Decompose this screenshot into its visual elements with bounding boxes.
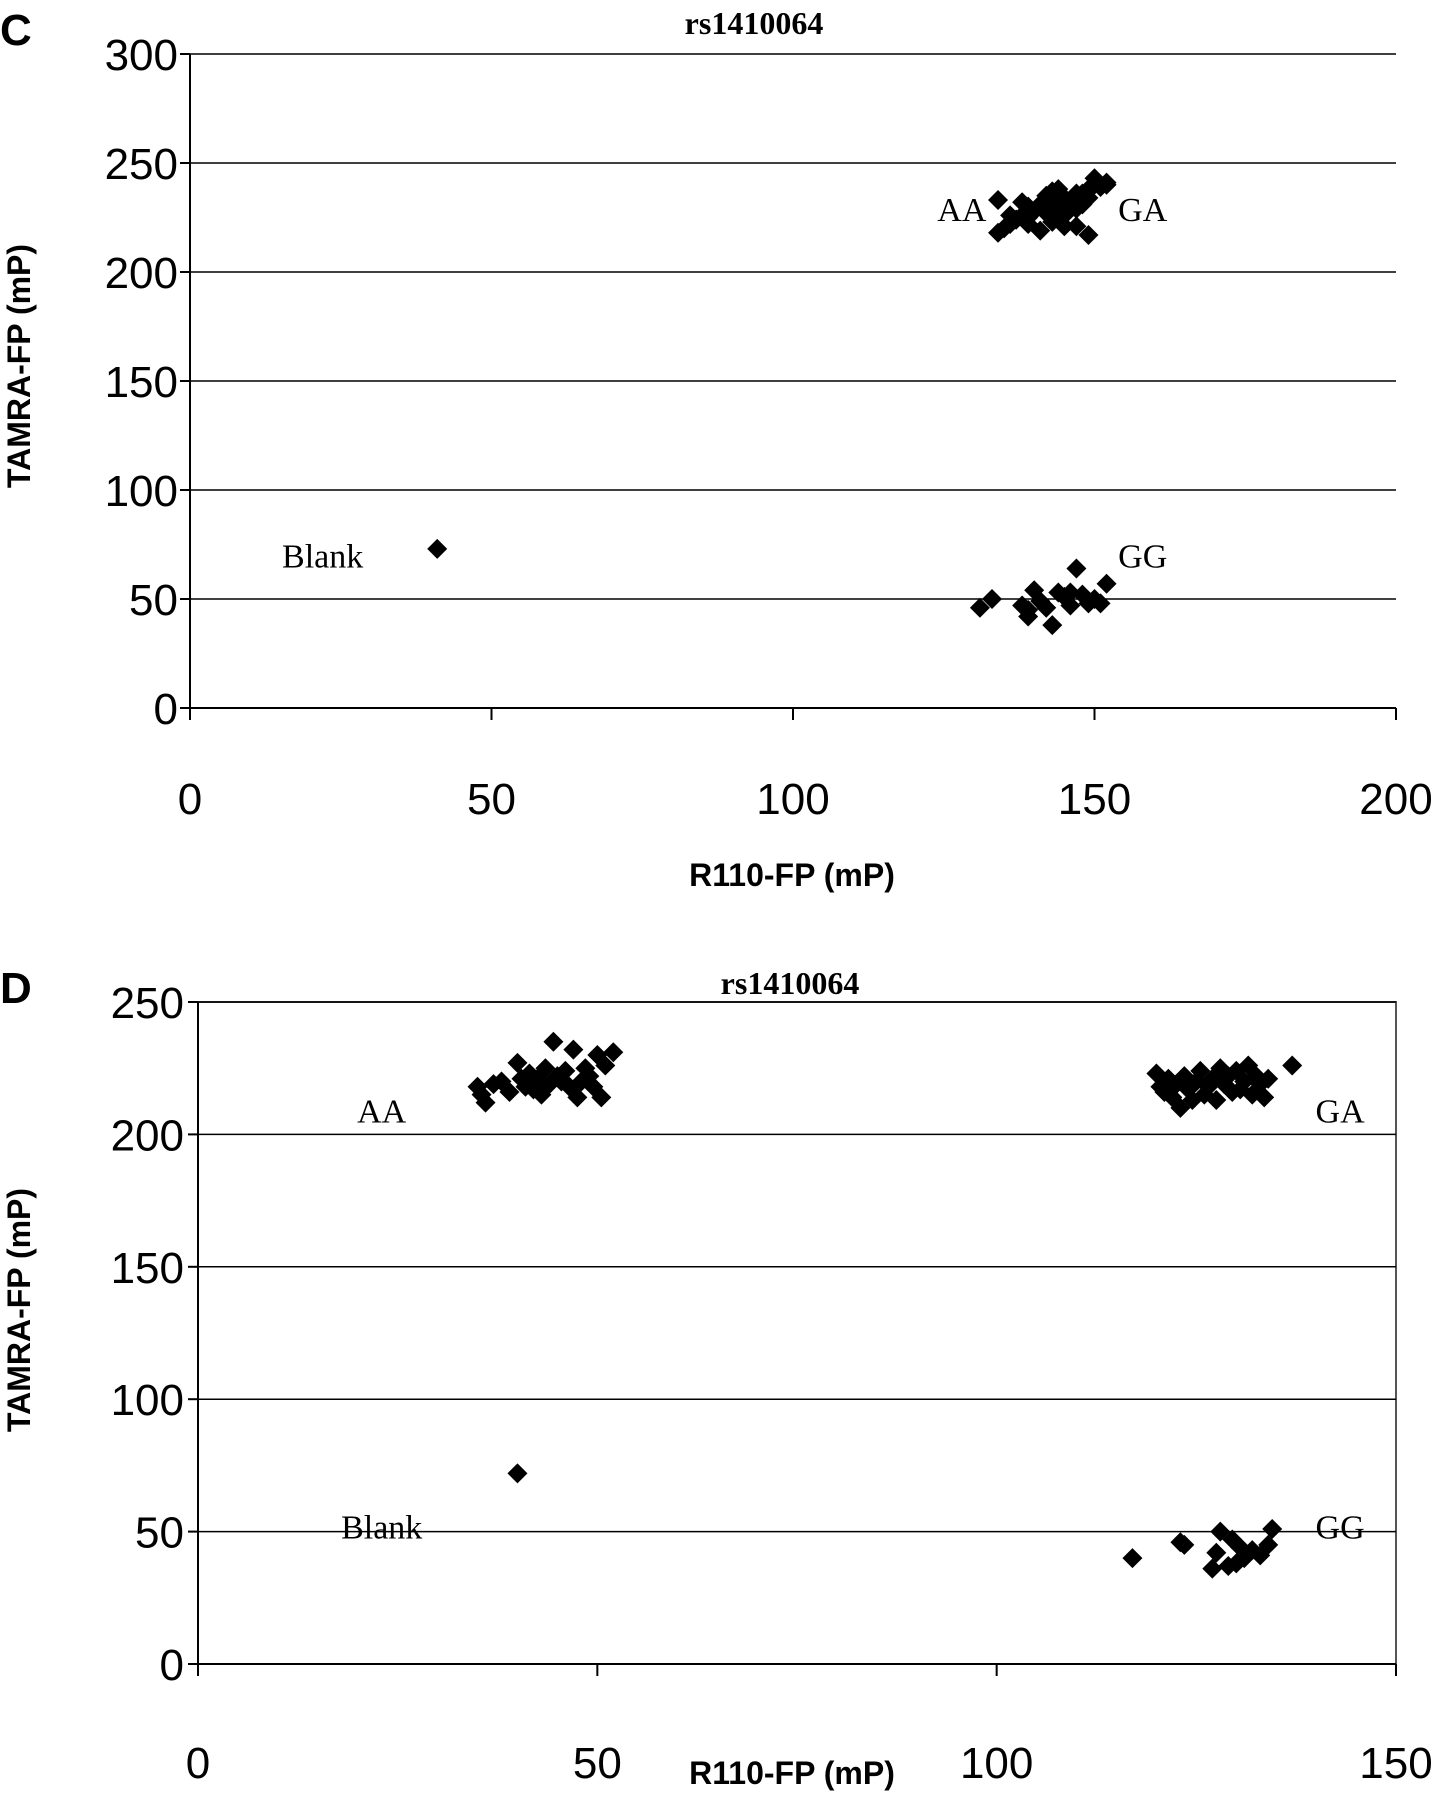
cluster-label: GG [1118,538,1167,575]
data-point [1096,573,1117,594]
data-point [427,538,448,559]
data-point [507,1463,528,1484]
data-point [595,1055,616,1076]
data-point [988,190,1009,211]
x-tick-label: 0 [186,1739,210,1788]
x-tick-label: 100 [756,775,829,824]
panel-c-annotations: AA GA Blank GG [282,192,1168,576]
cluster-label: Blank [282,538,363,575]
y-tick-label: 100 [105,467,178,516]
data-point [1060,582,1081,603]
panel-d-y-axis-label: TAMRA-FP (mP) [1,1188,37,1432]
panel-d-letter: D [0,964,32,1013]
data-point [567,1087,588,1108]
data-point [1066,216,1087,237]
data-point [1206,1089,1227,1110]
cluster-label: Blank [341,1509,422,1546]
data-point [1254,1087,1275,1108]
data-point [1036,597,1057,618]
data-point [475,1092,496,1113]
panel-c-title: rs1410064 [685,5,824,41]
y-tick-label: 50 [129,576,178,625]
x-tick-label: 150 [1359,1739,1432,1788]
panel-c-gridlines [190,53,1396,600]
y-tick-label: 200 [111,1111,184,1160]
data-point [1258,1534,1279,1555]
x-tick-label: 50 [467,775,516,824]
data-point [1090,593,1111,614]
data-point [1018,599,1039,620]
panel-d-points [467,1031,1303,1579]
data-point [1174,1534,1195,1555]
y-tick-label: 200 [105,249,178,298]
panel-c-y-ticks: 0 50 100 150 200 250 300 [105,31,190,734]
data-point [555,1060,576,1081]
panel-d-x-axis-label: R110-FP (mP) [689,1755,895,1791]
data-point [499,1082,520,1103]
cluster-label: AA [937,192,987,229]
data-point [1018,196,1039,217]
panel-d-gridlines [198,1001,1396,1533]
x-tick-label: 100 [960,1739,1033,1788]
panel-d-annotations: AA GA Blank GG [341,1094,1365,1547]
panel-c: C rs1410064 0 50 100 150 200 250 300 0 50 100 150… [0,5,1433,893]
x-tick-label: 0 [178,775,202,824]
data-point [969,597,990,618]
data-point [1206,1542,1227,1563]
y-tick-label: 0 [160,1641,184,1690]
y-tick-label: 250 [111,979,184,1028]
x-tick-label: 50 [573,1739,622,1788]
x-tick-label: 150 [1058,775,1131,824]
panel-c-y-axis-label: TAMRA-FP (mP) [1,244,37,488]
y-tick-label: 150 [105,358,178,407]
y-tick-label: 150 [111,1244,184,1293]
data-point [1096,174,1117,195]
panel-d: D rs1410064 0 50 100 150 200 250 0 50 100 150 AA… [0,964,1433,1791]
data-point [591,1087,612,1108]
data-point [1078,224,1099,245]
data-point [563,1039,584,1060]
y-tick-label: 300 [105,31,178,80]
data-point [1282,1055,1303,1076]
data-point [1006,209,1027,230]
data-point [981,589,1002,609]
cluster-label: GA [1118,192,1168,229]
data-point [1258,1068,1279,1089]
y-tick-label: 0 [154,685,178,734]
cluster-label: GG [1316,1509,1365,1546]
cluster-label: AA [357,1094,407,1131]
panel-c-letter: C [0,6,32,55]
panel-c-x-ticks: 0 50 100 150 200 [178,708,1433,824]
panel-c-x-axis-label: R110-FP (mP) [689,857,895,893]
y-tick-label: 100 [111,1376,184,1425]
data-point [1030,220,1051,241]
data-point [1066,558,1087,579]
data-point [507,1052,528,1073]
data-point [603,1042,624,1063]
cluster-label: GA [1316,1094,1366,1131]
y-tick-label: 50 [135,1509,184,1558]
data-point [1042,181,1063,202]
panel-d-title: rs1410064 [721,965,860,1001]
x-tick-label: 200 [1359,775,1432,824]
data-point [1078,187,1099,208]
panel-d-y-ticks: 0 50 100 150 200 250 [111,979,198,1690]
data-point [1262,1518,1283,1539]
y-tick-label: 250 [105,140,178,189]
panel-d-axes [197,1002,1396,1665]
data-point [1066,198,1087,219]
data-point [1122,1548,1143,1569]
data-point [543,1031,564,1052]
data-point [1060,595,1081,616]
data-point [1202,1558,1223,1579]
data-point [1042,615,1063,636]
data-point [1054,216,1075,237]
panel-d-x-ticks: 0 50 100 150 [186,1664,1433,1788]
panel-c-points [427,168,1117,636]
